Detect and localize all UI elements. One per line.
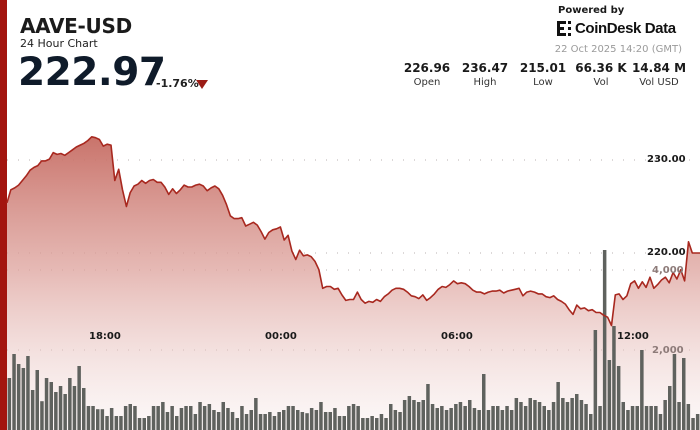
stat-label: Vol — [593, 77, 609, 88]
stat-label: Open — [413, 77, 441, 88]
stat-vol: 66.36 K Vol — [572, 61, 630, 88]
volume-tick-4000: 4,000 — [652, 265, 684, 276]
coindesk-logo-icon — [557, 21, 571, 36]
x-tick-1800: 18:00 — [89, 331, 121, 342]
powered-by-label: Powered by — [558, 5, 625, 16]
symbol-title: AAVE-USD — [20, 14, 132, 38]
stat-value: 226.96 — [403, 61, 451, 75]
x-tick-0000: 00:00 — [265, 331, 297, 342]
brand-name: CoinDesk Data — [575, 20, 676, 37]
stat-low: 215.01 Low — [514, 61, 572, 88]
stat-value: 236.47 — [461, 61, 509, 75]
stat-value: 215.01 — [519, 61, 567, 75]
stat-label: Low — [533, 77, 553, 88]
timestamp: 22 Oct 2025 14:20 (GMT) — [554, 44, 682, 55]
stat-value: 66.36 K — [575, 61, 627, 75]
stat-high: 236.47 High — [456, 61, 514, 88]
x-tick-1200: 12:00 — [617, 331, 649, 342]
stat-label: High — [473, 77, 497, 88]
down-arrow-icon — [196, 80, 208, 89]
price-change: -1.76% — [156, 77, 199, 90]
volume-tick-2000: 2,000 — [652, 345, 684, 356]
chart-subtitle: 24 Hour Chart — [20, 37, 98, 50]
brand-logo[interactable]: CoinDesk Data — [557, 20, 676, 37]
volume-bars — [7, 250, 700, 430]
stat-vol-usd: 14.84 M Vol USD — [630, 61, 688, 88]
x-tick-0600: 06:00 — [441, 331, 473, 342]
y-tick-230: 230.00 — [647, 154, 686, 165]
y-tick-220: 220.00 — [647, 247, 686, 258]
current-price: 222.97 — [18, 50, 166, 95]
stat-value: 14.84 M — [631, 61, 687, 75]
price-line — [6, 136, 700, 327]
stat-open: 226.96 Open — [398, 61, 456, 88]
accent-bar — [0, 0, 7, 430]
stat-label: Vol USD — [639, 77, 679, 88]
price-area — [7, 136, 700, 430]
stats-row: 226.96 Open 236.47 High 215.01 Low 66.36… — [398, 61, 688, 88]
